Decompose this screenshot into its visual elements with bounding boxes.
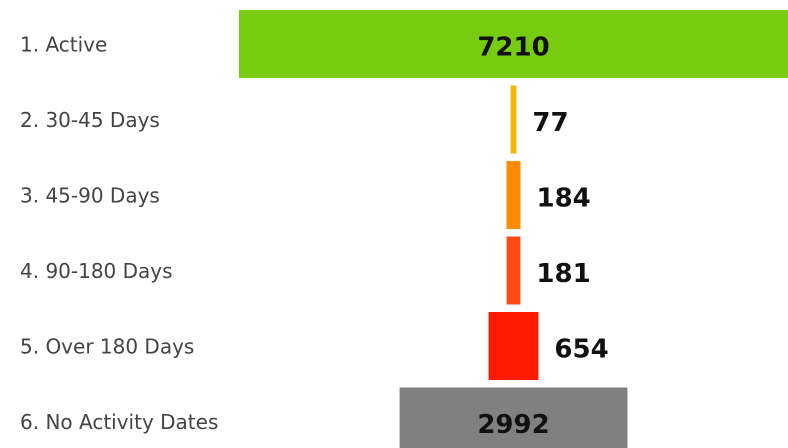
category-label: 1. Active — [20, 33, 107, 57]
category-label: 3. 45-90 Days — [20, 184, 160, 208]
funnel-bar — [506, 236, 521, 305]
data-label: 7210 — [477, 33, 549, 63]
data-label: 2992 — [477, 410, 549, 440]
category-label: 4. 90-180 Days — [20, 259, 173, 283]
funnel-bar — [488, 312, 539, 380]
data-label: 181 — [536, 259, 590, 289]
funnel-bar — [510, 85, 517, 154]
funnel-bar — [399, 387, 628, 448]
funnel-bar — [506, 161, 521, 229]
category-label: 6. No Activity Dates — [20, 410, 218, 434]
funnel-bar — [239, 10, 788, 78]
data-label: 184 — [537, 184, 591, 214]
category-label: 5. Over 180 Days — [20, 335, 194, 359]
category-label: 2. 30-45 Days — [20, 108, 160, 132]
data-label: 77 — [532, 108, 568, 138]
data-label: 654 — [554, 335, 608, 365]
